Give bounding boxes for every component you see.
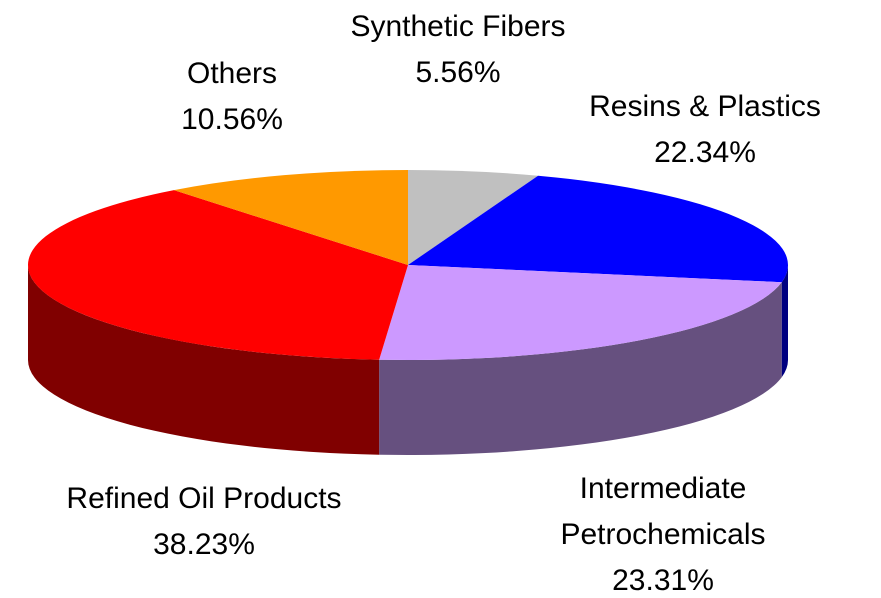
slice-label: Refined Oil Products [66,482,341,515]
slice [27,190,408,360]
slice-side [28,265,380,455]
slice-label: Resins & Plastics [589,90,821,123]
value-label: 5.56% [415,56,500,89]
value-label: 10.56% [181,103,283,136]
value-label: 38.23% [153,528,255,561]
value-label: 23.31% [612,564,714,597]
slice-side [781,265,788,378]
value-label: 22.34% [654,136,756,169]
slice [408,175,789,283]
slice-label: Others [187,57,277,90]
slice [173,170,408,265]
slice-side [379,282,782,456]
slice [408,170,539,265]
slice-label: Intermediate Petrochemicals [560,472,765,551]
slice [379,265,782,360]
slice-label: Synthetic Fibers [350,10,565,43]
